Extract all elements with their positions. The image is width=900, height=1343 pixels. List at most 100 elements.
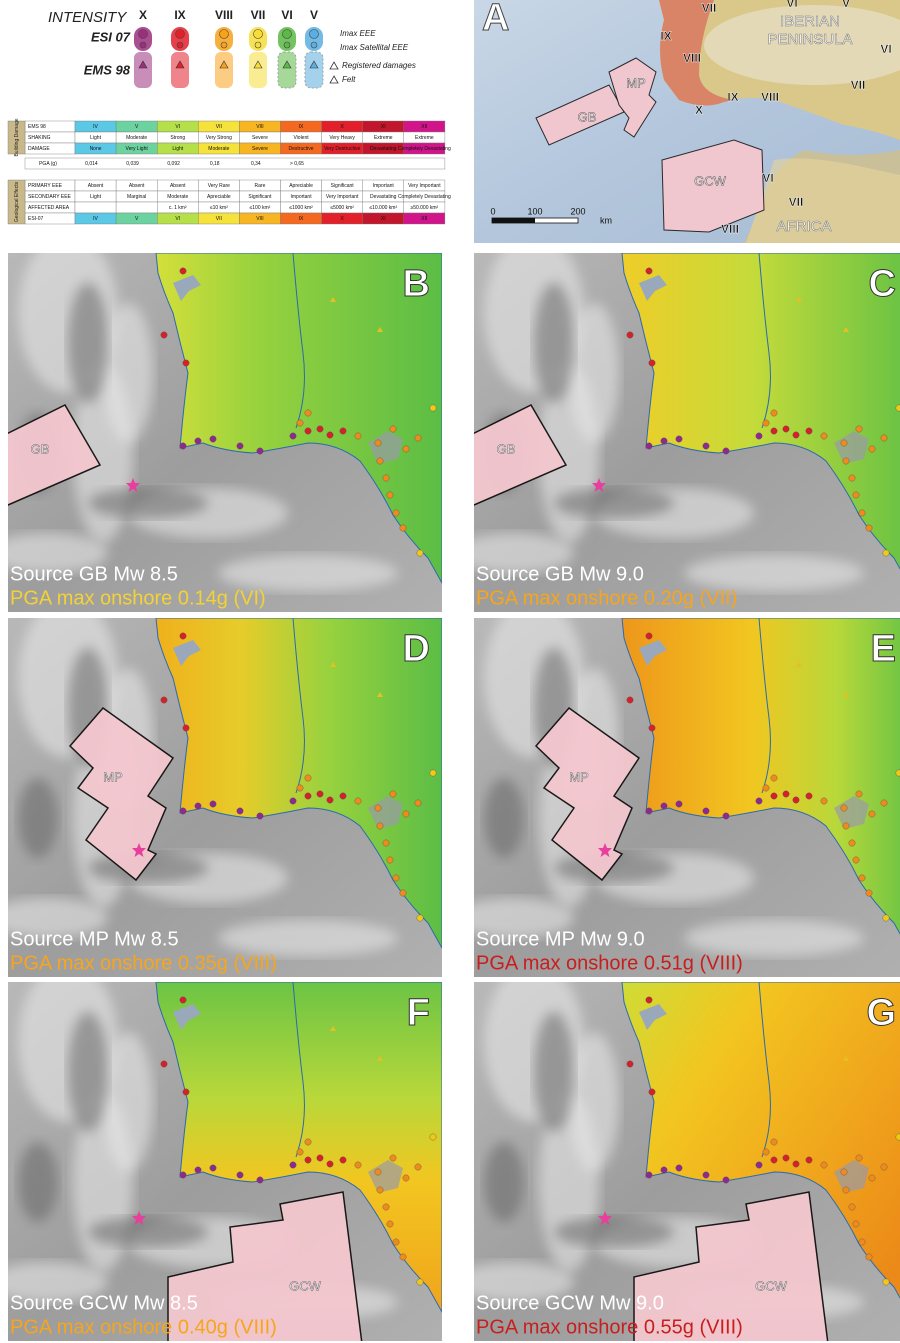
row-label: ESI-07 (28, 216, 44, 222)
site-marker (375, 1169, 381, 1175)
pga-value: 0,34 (251, 161, 261, 167)
row-label: SECONDARY EEE (28, 194, 72, 200)
table-cell: Rare (255, 183, 266, 189)
site-marker (793, 797, 799, 803)
scenario-map: GCWGSource GCW Mw 9.0PGA max onshore 0.5… (454, 962, 900, 1343)
source-label: Source MP Mw 8.5 (10, 928, 179, 950)
zone-label: MP (626, 75, 646, 90)
table-cell: Strong (170, 135, 185, 141)
table-cell: Severe (252, 146, 268, 152)
site-marker (627, 1061, 633, 1067)
relief (103, 1032, 153, 1172)
site-marker (843, 458, 849, 464)
panel-letter: E (871, 628, 896, 670)
relief-shadow (18, 778, 58, 858)
esi-dot (283, 30, 292, 39)
site-marker (257, 813, 263, 819)
zone-label: MP (569, 769, 589, 784)
site-marker (841, 805, 847, 811)
site-marker (415, 435, 421, 441)
table-cell: VII (216, 216, 222, 222)
site-marker (883, 550, 889, 556)
relief-shadow (18, 1142, 58, 1222)
figure: INTENSITY XIXVIIIVIIVIVESI 07EMS 98Imax … (0, 0, 900, 1343)
site-marker (327, 797, 333, 803)
table-cell: ≤5000 km² (330, 205, 354, 211)
ems-pill (134, 52, 152, 88)
site-marker (856, 791, 862, 797)
site-marker (377, 458, 383, 464)
table-cell: Absent (170, 183, 186, 189)
zone-label: MP (103, 769, 123, 784)
panel-letter: B (403, 263, 430, 305)
site-marker (866, 1254, 872, 1260)
site-marker (390, 1155, 396, 1161)
site-marker (661, 803, 667, 809)
panel-letter: G (866, 992, 896, 1034)
site-marker (355, 433, 361, 439)
panel-letter: C (869, 263, 896, 305)
table-cell: Devastating (370, 146, 397, 152)
legend-key: Felt (342, 75, 356, 84)
site-marker (297, 1149, 303, 1155)
legend-key: Imax Satellital EEE (340, 43, 409, 52)
site-marker (793, 432, 799, 438)
site-marker (723, 448, 729, 454)
zone-label: GB (31, 441, 50, 456)
table-cell: VI (175, 216, 180, 222)
site-marker (340, 1157, 346, 1163)
site-marker (771, 1157, 777, 1163)
site-marker (383, 840, 389, 846)
table-cell: Severe (252, 135, 268, 141)
site-marker (195, 1167, 201, 1173)
site-marker (180, 1172, 186, 1178)
table-cell: Very Heavy (329, 135, 355, 141)
table-cell: XI (381, 124, 386, 130)
zone-label: GCW (289, 1278, 322, 1293)
site-marker (375, 805, 381, 811)
site-marker (180, 633, 186, 639)
intensity-label: X (695, 103, 703, 117)
intensity-label: VII (851, 78, 866, 92)
site-marker (161, 697, 167, 703)
pga-value: > 0,65 (290, 161, 304, 167)
site-marker (183, 360, 189, 366)
intensity-label: VII (789, 195, 804, 209)
site-marker (859, 1239, 865, 1245)
table-cell: VI (175, 124, 180, 130)
site-marker (383, 475, 389, 481)
table-cell: Very Important (326, 194, 359, 200)
site-marker (881, 800, 887, 806)
row-label: SHAKING (28, 135, 51, 141)
intensity-level: IX (174, 8, 185, 22)
site-marker (297, 420, 303, 426)
zone-label: GB (497, 441, 516, 456)
table-cell: Very Important (408, 183, 441, 189)
zone-label: GB (578, 109, 597, 124)
site-marker (649, 1089, 655, 1095)
site-marker (806, 1157, 812, 1163)
site-marker (646, 1172, 652, 1178)
intensity-label: V (842, 0, 850, 10)
row-label: EMS 98 (28, 124, 46, 130)
site-marker (305, 428, 311, 434)
relief (684, 555, 864, 591)
site-marker (841, 440, 847, 446)
relief-shadow (534, 283, 574, 403)
site-marker (763, 420, 769, 426)
scale-label: 200 (570, 206, 585, 216)
site-marker (387, 492, 393, 498)
table-cell: ≤1000 km² (289, 205, 313, 211)
intensity-label: VII (702, 1, 717, 15)
site-marker (290, 433, 296, 439)
site-marker (821, 1162, 827, 1168)
key-triangle (330, 76, 338, 83)
scale-label: km (600, 215, 612, 225)
table-cell: Apreciable (289, 183, 313, 189)
ems-pill (249, 52, 267, 88)
site-marker (646, 443, 652, 449)
table-cell: Extreme (415, 135, 434, 141)
table-cell: Devastating (370, 194, 397, 200)
site-marker (355, 798, 361, 804)
